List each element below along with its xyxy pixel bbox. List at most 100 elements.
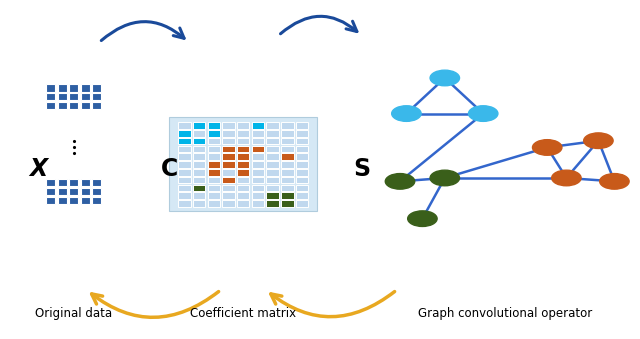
Bar	[252, 177, 264, 183]
Bar	[237, 184, 250, 191]
Bar	[222, 145, 235, 152]
Bar	[46, 179, 55, 186]
Bar	[222, 122, 235, 129]
Bar	[237, 161, 250, 168]
Bar	[266, 184, 279, 191]
Bar	[178, 138, 191, 144]
Bar	[178, 169, 191, 176]
Bar	[296, 192, 308, 199]
Bar	[193, 145, 205, 152]
Text: Coefficient matrix: Coefficient matrix	[190, 307, 296, 320]
Bar	[207, 169, 220, 176]
Bar	[281, 122, 294, 129]
Circle shape	[430, 70, 460, 86]
Bar	[281, 138, 294, 144]
Bar	[266, 200, 279, 207]
Bar	[252, 184, 264, 191]
Bar	[222, 177, 235, 183]
Bar	[296, 145, 308, 152]
Bar	[207, 145, 220, 152]
Bar	[193, 200, 205, 207]
Bar	[266, 161, 279, 168]
Circle shape	[392, 106, 421, 121]
Bar	[281, 177, 294, 183]
Bar	[207, 184, 220, 191]
Bar	[281, 192, 294, 199]
Bar	[169, 118, 317, 212]
Bar	[207, 192, 220, 199]
Bar	[237, 169, 250, 176]
Bar	[193, 169, 205, 176]
Bar	[296, 200, 308, 207]
Bar	[207, 130, 220, 137]
Bar	[58, 197, 67, 204]
Bar	[281, 169, 294, 176]
Text: X: X	[29, 158, 47, 181]
Bar	[193, 184, 205, 191]
Bar	[266, 130, 279, 137]
Bar	[46, 84, 55, 92]
Bar	[193, 138, 205, 144]
Text: Original data: Original data	[35, 307, 112, 320]
Bar	[222, 169, 235, 176]
Bar	[237, 122, 250, 129]
Bar	[69, 84, 78, 92]
Bar	[266, 138, 279, 144]
Bar	[92, 102, 101, 109]
Bar	[237, 153, 250, 160]
Bar	[92, 197, 101, 204]
Bar	[46, 93, 55, 100]
Bar	[69, 179, 78, 186]
Bar	[252, 192, 264, 199]
Bar	[58, 102, 67, 109]
Bar	[252, 130, 264, 137]
Bar	[81, 102, 90, 109]
Bar	[252, 145, 264, 152]
Bar	[222, 161, 235, 168]
Bar	[178, 138, 191, 144]
Bar	[237, 169, 250, 176]
Text: S: S	[353, 158, 370, 181]
Bar	[207, 122, 220, 129]
Bar	[252, 122, 264, 129]
Bar	[281, 153, 294, 160]
Bar	[281, 184, 294, 191]
Bar	[193, 177, 205, 183]
Bar	[69, 188, 78, 195]
Bar	[178, 122, 191, 129]
Bar	[207, 169, 220, 176]
Bar	[237, 200, 250, 207]
Bar	[237, 153, 250, 160]
Bar	[222, 161, 235, 168]
Circle shape	[584, 133, 613, 148]
Bar	[296, 153, 308, 160]
Bar	[207, 177, 220, 183]
Bar	[296, 130, 308, 137]
Bar	[296, 169, 308, 176]
Bar	[222, 184, 235, 191]
Bar	[222, 153, 235, 160]
Bar	[193, 184, 205, 191]
Bar	[222, 153, 235, 160]
Bar	[222, 177, 235, 183]
Text: Graph convolutional operator: Graph convolutional operator	[419, 307, 593, 320]
Bar	[178, 130, 191, 137]
Bar	[222, 192, 235, 199]
Bar	[46, 197, 55, 204]
Circle shape	[552, 170, 581, 186]
Bar	[222, 200, 235, 207]
Bar	[207, 161, 220, 168]
Bar	[252, 169, 264, 176]
Bar	[193, 122, 205, 129]
Circle shape	[408, 211, 437, 226]
Bar	[81, 197, 90, 204]
Circle shape	[532, 140, 562, 155]
Bar	[207, 122, 220, 129]
Bar	[92, 179, 101, 186]
Bar	[92, 188, 101, 195]
Bar	[193, 192, 205, 199]
Bar	[237, 161, 250, 168]
Bar	[207, 153, 220, 160]
Bar	[252, 161, 264, 168]
Bar	[266, 192, 279, 199]
